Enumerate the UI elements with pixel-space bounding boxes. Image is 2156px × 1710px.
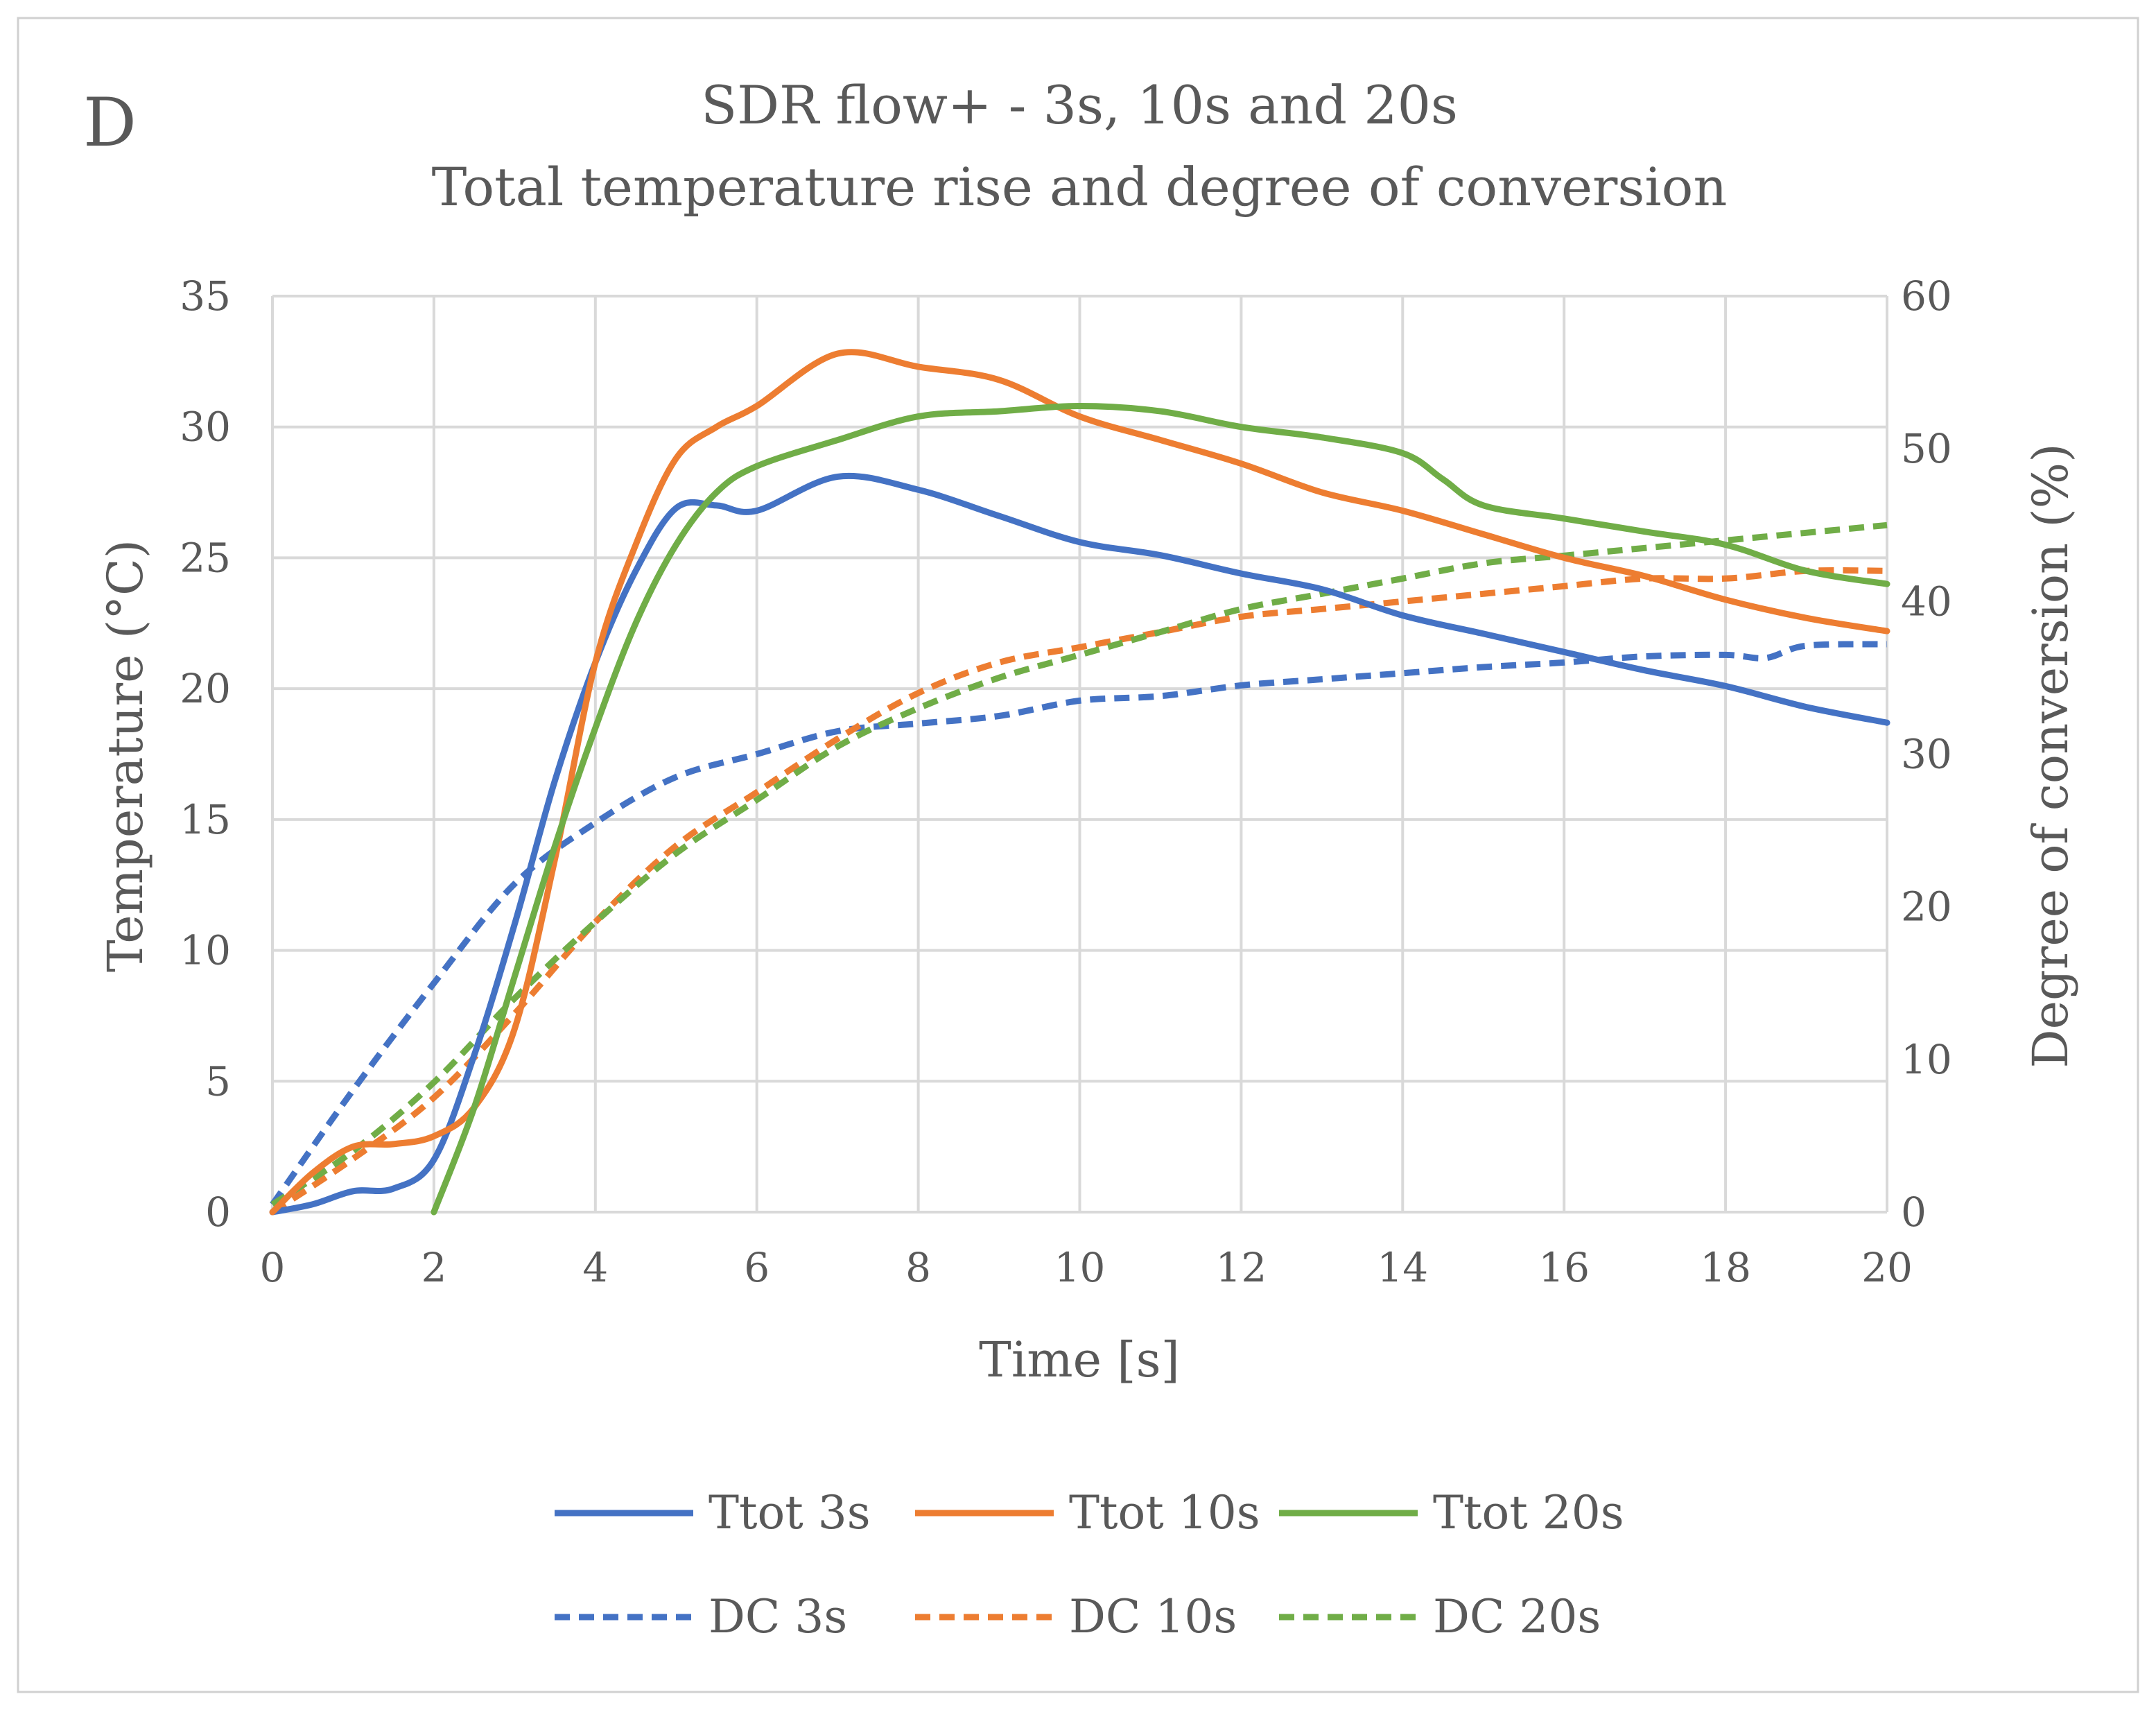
y2-tick-label-6: 60 (1901, 273, 1952, 320)
x-tick-label-1: 2 (421, 1244, 446, 1291)
legend-label-ttot-10s: Ttot 10s (1069, 1486, 1260, 1539)
x-tick-label-7: 14 (1377, 1244, 1428, 1291)
legend-label-dc-3s: DC 3s (708, 1590, 847, 1643)
y-tick-label-5: 25 (180, 534, 231, 581)
y-tick-label-6: 30 (180, 404, 231, 451)
series-layer (269, 349, 1890, 1216)
y-tick-label-4: 20 (180, 665, 231, 712)
legend: Ttot 3s Ttot 10s Ttot 20s DC 3s DC 10s DC 20s (555, 1486, 1624, 1643)
x-tick-label-5: 10 (1054, 1244, 1106, 1291)
x-axis-label: Time [s] (979, 1331, 1180, 1388)
legend-label-ttot-3s: Ttot 3s (708, 1486, 871, 1539)
x-tick-label-6: 12 (1215, 1244, 1267, 1291)
x-axis-ticks: 0 2 4 6 8 10 12 14 16 18 20 (260, 1244, 1913, 1291)
y2-tick-label-1: 10 (1901, 1036, 1952, 1083)
y-axis-ticks: 0 5 10 15 20 25 30 35 (180, 273, 231, 1236)
series-line-dc-20s (270, 521, 1888, 1207)
legend-label-dc-10s: DC 10s (1069, 1590, 1237, 1643)
x-tick-label-10: 20 (1861, 1244, 1913, 1291)
y-tick-label-1: 5 (205, 1057, 231, 1105)
y2-tick-label-3: 30 (1901, 731, 1952, 778)
legend-label-dc-20s: DC 20s (1433, 1590, 1601, 1643)
y2-tick-label-5: 50 (1901, 425, 1952, 472)
series-line-ttot-10s (269, 349, 1890, 1216)
y2-tick-label-4: 40 (1901, 578, 1952, 625)
chart-title-line-1: SDR flow+ - 3s, 10s and 20s (701, 74, 1458, 136)
y-axis-label: Temperature (°C) (97, 539, 154, 972)
chart-title-line-2: Total temperature rise and degree of con… (432, 156, 1728, 218)
x-tick-label-4: 8 (905, 1244, 931, 1291)
gridlines (271, 295, 1888, 1214)
x-tick-label-8: 16 (1538, 1244, 1590, 1291)
x-tick-label-0: 0 (260, 1244, 286, 1291)
y-tick-label-0: 0 (205, 1189, 231, 1236)
y-tick-label-7: 35 (180, 273, 231, 320)
y2-tick-label-0: 0 (1901, 1189, 1927, 1236)
chart-frame (17, 17, 2139, 1693)
legend-label-ttot-20s: Ttot 20s (1433, 1486, 1624, 1539)
x-tick-label-9: 18 (1700, 1244, 1751, 1291)
y-tick-label-2: 10 (180, 927, 231, 974)
panel-label: D (83, 84, 137, 162)
x-tick-label-2: 4 (582, 1244, 608, 1291)
series-line-ttot-3s (269, 472, 1890, 1216)
y2-tick-label-2: 20 (1901, 883, 1952, 931)
y2-axis-label: Degree of conversion (%) (2022, 443, 2079, 1068)
series-line-dc-3s (270, 641, 1888, 1207)
y2-axis-ticks: 0 10 20 30 40 50 60 (1901, 273, 1952, 1236)
y-tick-label-3: 15 (180, 796, 231, 843)
x-tick-label-3: 6 (744, 1244, 770, 1291)
series-line-ttot-20s (431, 403, 1890, 1216)
